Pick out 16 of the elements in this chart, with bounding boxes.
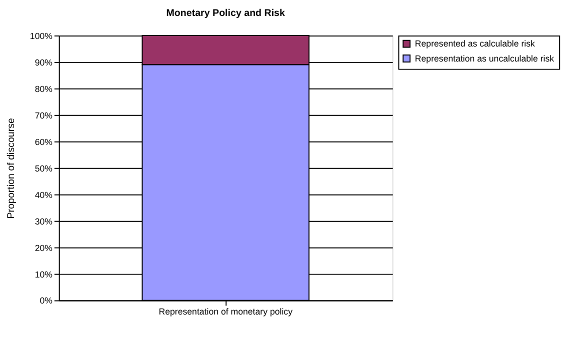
y-tick-label: 20% xyxy=(34,242,53,253)
y-tick-label: 60% xyxy=(34,136,53,147)
y-tick-label: 30% xyxy=(34,216,53,226)
y-tick-label: 90% xyxy=(34,57,53,68)
y-tick-label: 0% xyxy=(40,296,53,306)
y-tick-label: 50% xyxy=(34,163,53,174)
legend-label: Represented as calculable risk xyxy=(414,38,536,49)
y-tick-label: 70% xyxy=(34,110,53,120)
chart-title: Monetary Policy and Risk xyxy=(166,8,286,19)
x-tick-label: Representation of monetary policy xyxy=(158,306,294,317)
y-tick-label: 10% xyxy=(34,269,53,280)
y-tick-label: 80% xyxy=(34,84,53,94)
y-tick-label: 100% xyxy=(30,30,53,41)
y-axis-title: Proportion of discourse xyxy=(6,117,18,219)
y-tick-label: 40% xyxy=(34,190,53,200)
legend-label: Representation as uncalculable risk xyxy=(414,53,555,64)
